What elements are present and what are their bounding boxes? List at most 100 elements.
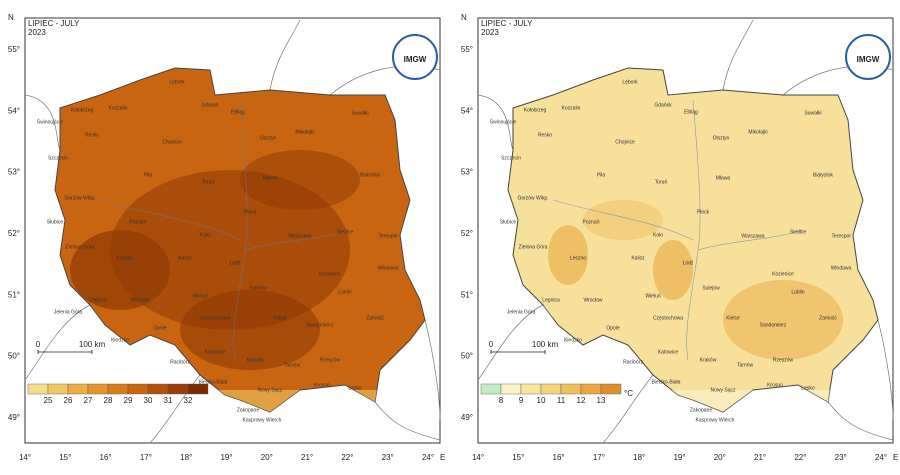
city-label: Racibórz xyxy=(170,359,190,365)
scale-label: 100 km xyxy=(532,340,559,349)
city-label: Toruń xyxy=(655,179,668,185)
city-label: Lębork xyxy=(169,79,185,85)
city-label: Racibórz xyxy=(623,359,643,365)
city-label: Leszno xyxy=(570,255,586,261)
legend-label: 13 xyxy=(597,396,606,405)
city-label: Rzeszów xyxy=(320,357,341,363)
city-label: Chojnice xyxy=(162,139,182,145)
lon-label: 15° xyxy=(512,453,524,462)
city-label: Olsztyn xyxy=(260,135,277,141)
city-label: Szczecin xyxy=(48,155,68,161)
rivers xyxy=(552,99,804,361)
legend-label: 27 xyxy=(84,396,93,405)
border-line xyxy=(477,19,894,444)
city-label: Lublin xyxy=(791,289,805,295)
city-label: Koło xyxy=(653,232,663,238)
city-label: Szczecin xyxy=(501,155,521,161)
lat-label: 52° xyxy=(461,229,473,238)
lat-label: 54° xyxy=(8,106,20,115)
city-label: Białystok xyxy=(813,172,834,178)
legend-label: 32 xyxy=(184,396,193,405)
city-label: Zakopane xyxy=(237,407,259,413)
map-panel: 55° 54° 53° 52° 51° 50° 49° 14° 15° 16° 17° 18° 19° 2… xyxy=(461,13,898,462)
city-label: Zielona Góra xyxy=(66,244,95,250)
map-panel: 55° 54° 53° 52° 51° 50° 49° 14° 15° 16° 17° 18° 19° 2… xyxy=(8,13,445,462)
city-label: Suwałki xyxy=(804,110,821,116)
city-label: Łódź xyxy=(230,260,241,266)
city-label: Sandomierz xyxy=(307,322,334,328)
lon-label: 17° xyxy=(593,453,605,462)
city-label: Jelenia Góra xyxy=(54,309,83,315)
city-label: Kołobrzeg xyxy=(71,107,94,113)
legend-swatch xyxy=(127,383,149,395)
city-label: Tarnów xyxy=(284,362,301,368)
lon-label: 24° xyxy=(422,453,434,462)
city-label: Kasprowy Wierch xyxy=(696,417,735,423)
lon-label: 24° xyxy=(875,453,887,462)
logo: IMGW xyxy=(404,55,427,64)
lon-label: 18° xyxy=(633,453,645,462)
temp-zone xyxy=(70,230,170,310)
city-label: Lesko xyxy=(801,385,815,391)
city-label: Kłodzko xyxy=(564,337,582,343)
city-label: Koszalin xyxy=(109,105,128,111)
legend-label: 26 xyxy=(64,396,73,405)
legend-label: 10 xyxy=(537,396,546,405)
city-label: Olsztyn xyxy=(713,135,730,141)
city-label: Chojnice xyxy=(615,139,635,145)
lon-label: 14° xyxy=(19,453,31,462)
legend-swatch xyxy=(67,383,89,395)
city-label: Warszawa xyxy=(288,233,311,239)
city-label: Sulejów xyxy=(702,285,720,291)
city-label: Kłodzko xyxy=(111,337,129,343)
lat-label: 53° xyxy=(461,168,473,177)
city-label: Kalisz xyxy=(631,255,645,261)
lon-label: 19° xyxy=(673,453,685,462)
city-label: Zakopane xyxy=(690,407,712,413)
city-label: Leszno xyxy=(117,255,133,261)
lat-label: 50° xyxy=(8,352,20,361)
city-label: Resko xyxy=(538,132,552,138)
legend-swatch xyxy=(520,383,542,395)
city-label: Zielona Góra xyxy=(519,244,548,250)
legend-swatch xyxy=(87,383,109,395)
lon-label: 23° xyxy=(382,453,394,462)
city-label: Świnoujście xyxy=(490,117,517,125)
scale-bar xyxy=(490,350,546,354)
temp-zone xyxy=(723,280,843,360)
city-label: Włodawa xyxy=(378,265,399,271)
city-label: Tarnów xyxy=(737,362,754,368)
city-label: Zamość xyxy=(819,315,837,321)
temp-zone xyxy=(110,170,350,330)
city-label: Kraków xyxy=(700,357,717,363)
temp-zone xyxy=(653,240,693,300)
city-label: Nowy Sącz xyxy=(257,387,283,393)
city-label: Nowy Sącz xyxy=(710,387,736,393)
city-label: Zamość xyxy=(366,315,384,321)
axis-letter-n: N xyxy=(461,13,467,22)
lon-label: 21° xyxy=(301,453,313,462)
legend-swatch xyxy=(187,383,209,395)
legend-swatch xyxy=(500,383,522,395)
lat-label: 55° xyxy=(461,45,473,54)
city-label: Wrocław xyxy=(583,297,602,303)
city-label: Legnica xyxy=(542,297,560,303)
city-label: Sulejów xyxy=(249,285,267,291)
city-label: Piła xyxy=(597,172,606,178)
axis-letter-n: N xyxy=(8,13,14,22)
city-label: Opole xyxy=(153,325,167,331)
legend-label: 8 xyxy=(499,396,504,405)
lon-label: 20° xyxy=(714,453,726,462)
lat-label: 53° xyxy=(8,168,20,177)
legend-label: 11 xyxy=(557,396,566,405)
city-label: Kielce xyxy=(273,315,287,321)
city-label: Włodawa xyxy=(831,265,852,271)
city-label: Białystok xyxy=(360,172,381,178)
city-label: Sandomierz xyxy=(760,322,787,328)
city-label: Rzeszów xyxy=(773,357,794,363)
legend-label: 25 xyxy=(44,396,53,405)
legend-swatch xyxy=(107,383,129,395)
city-label: Mława xyxy=(263,175,278,181)
city-label: Toruń xyxy=(202,179,215,185)
city-label: Łódź xyxy=(683,260,694,266)
